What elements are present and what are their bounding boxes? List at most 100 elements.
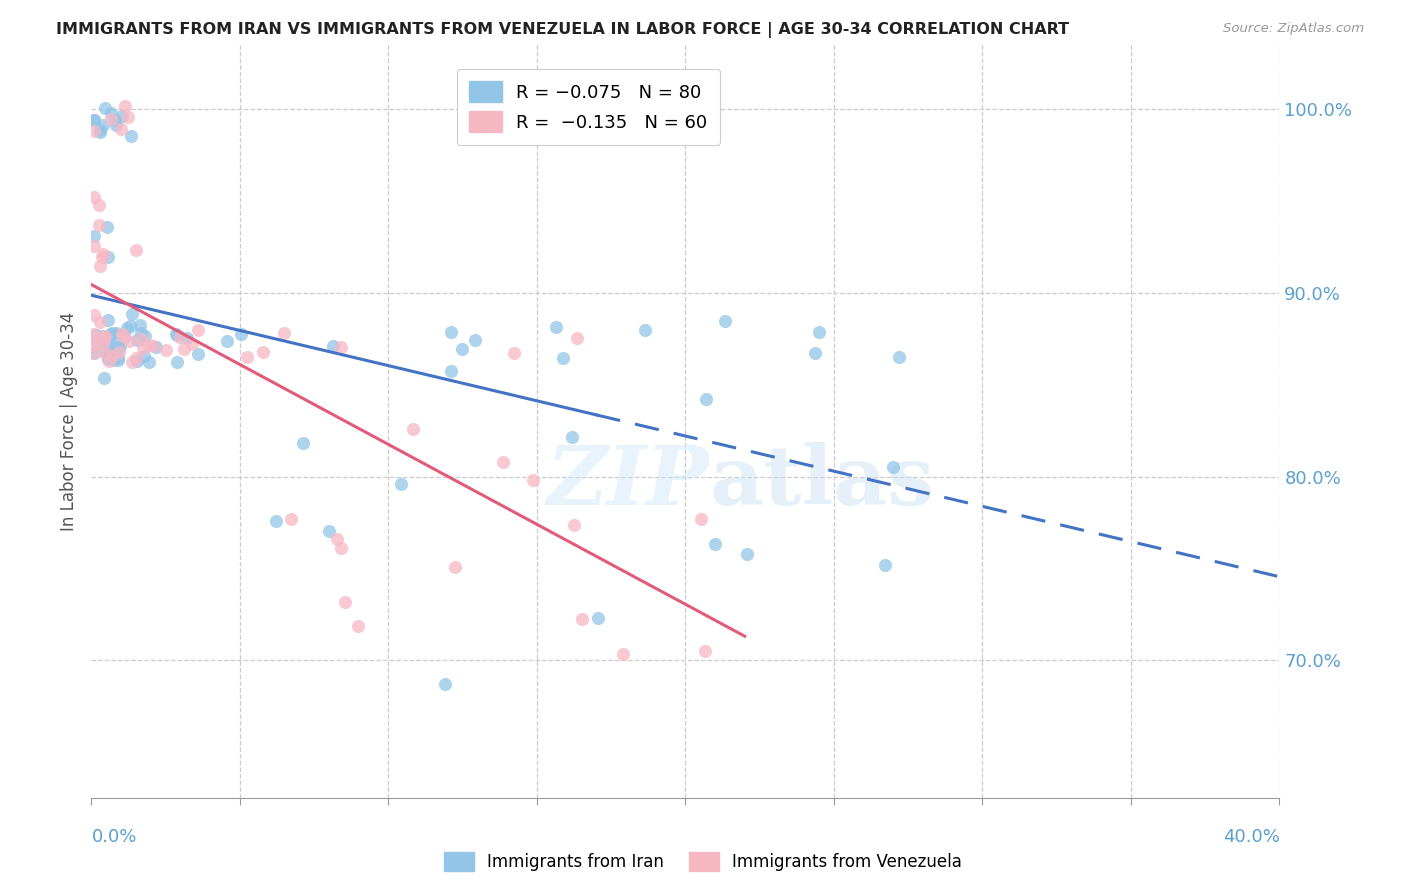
Point xyxy=(695,644,717,658)
Point xyxy=(111,327,134,342)
Point xyxy=(120,129,142,144)
Point xyxy=(326,533,349,547)
Point xyxy=(83,124,105,138)
Point xyxy=(101,326,124,341)
Point xyxy=(882,459,904,474)
Point xyxy=(89,125,111,139)
Point xyxy=(347,619,370,633)
Point xyxy=(83,112,105,127)
Point xyxy=(101,350,124,364)
Point xyxy=(110,121,132,136)
Text: IMMIGRANTS FROM IRAN VS IMMIGRANTS FROM VENEZUELA IN LABOR FORCE | AGE 30-34 COR: IMMIGRANTS FROM IRAN VS IMMIGRANTS FROM … xyxy=(56,22,1070,38)
Point xyxy=(89,122,111,136)
Point xyxy=(125,351,148,365)
Legend: Immigrants from Iran, Immigrants from Venezuela: Immigrants from Iran, Immigrants from Ve… xyxy=(436,843,970,880)
Point xyxy=(90,343,112,358)
Point xyxy=(155,343,177,357)
Point xyxy=(89,315,111,329)
Point xyxy=(97,250,120,264)
Point xyxy=(252,344,274,359)
Point xyxy=(96,219,118,234)
Point xyxy=(83,346,105,360)
Point xyxy=(280,512,302,526)
Point xyxy=(142,339,165,353)
Point xyxy=(546,319,568,334)
Point xyxy=(887,350,910,364)
Point xyxy=(187,347,209,361)
Point xyxy=(551,351,574,365)
Point xyxy=(97,351,120,366)
Point xyxy=(145,340,167,354)
Point xyxy=(132,341,155,355)
Point xyxy=(121,307,143,321)
Point xyxy=(83,308,105,322)
Point xyxy=(107,350,129,364)
Point xyxy=(803,346,825,360)
Point xyxy=(90,250,112,264)
Point xyxy=(112,330,135,344)
Text: atlas: atlas xyxy=(709,442,935,522)
Point xyxy=(335,595,357,609)
Y-axis label: In Labor Force | Age 30-34: In Labor Force | Age 30-34 xyxy=(59,312,77,531)
Point xyxy=(166,355,188,369)
Point xyxy=(118,334,141,349)
Legend: R = −0.075   N = 80, R =  −0.135   N = 60: R = −0.075 N = 80, R = −0.135 N = 60 xyxy=(457,69,720,145)
Point xyxy=(235,350,257,364)
Point xyxy=(121,355,143,369)
Point xyxy=(329,541,352,555)
Point xyxy=(503,346,526,360)
Point xyxy=(330,340,353,354)
Point xyxy=(100,336,122,351)
Point xyxy=(91,337,114,351)
Point xyxy=(83,327,105,342)
Point xyxy=(111,108,134,122)
Point xyxy=(91,328,114,343)
Point xyxy=(100,327,122,342)
Point xyxy=(565,331,588,345)
Point xyxy=(612,647,634,661)
Point xyxy=(108,344,131,359)
Point xyxy=(690,511,713,525)
Point xyxy=(165,326,187,341)
Point xyxy=(695,392,717,406)
Point xyxy=(103,338,125,352)
Point xyxy=(561,429,583,443)
Text: ZIP: ZIP xyxy=(547,442,709,522)
Point xyxy=(83,338,105,352)
Point xyxy=(100,112,122,126)
Point xyxy=(94,346,117,360)
Point xyxy=(322,339,344,353)
Point xyxy=(100,344,122,359)
Point xyxy=(434,676,457,690)
Point xyxy=(440,363,463,377)
Point xyxy=(173,343,195,357)
Point xyxy=(89,218,111,232)
Point xyxy=(100,106,122,120)
Point xyxy=(129,332,152,346)
Point xyxy=(291,435,314,450)
Point xyxy=(114,99,136,113)
Point xyxy=(166,328,188,343)
Point xyxy=(98,354,121,368)
Point xyxy=(450,343,472,357)
Point xyxy=(94,101,117,115)
Point xyxy=(93,331,115,345)
Point xyxy=(318,524,340,538)
Point xyxy=(273,326,295,340)
Point xyxy=(108,341,131,355)
Point xyxy=(83,239,105,253)
Point xyxy=(107,353,129,368)
Point xyxy=(713,313,735,327)
Point xyxy=(83,112,105,127)
Point xyxy=(89,259,111,273)
Point xyxy=(101,352,124,367)
Point xyxy=(562,518,585,533)
Point xyxy=(875,558,897,573)
Point xyxy=(83,345,105,359)
Point xyxy=(112,329,135,343)
Point xyxy=(138,355,160,369)
Point xyxy=(108,339,131,353)
Point xyxy=(735,547,758,561)
Point xyxy=(129,326,152,340)
Point xyxy=(83,190,105,204)
